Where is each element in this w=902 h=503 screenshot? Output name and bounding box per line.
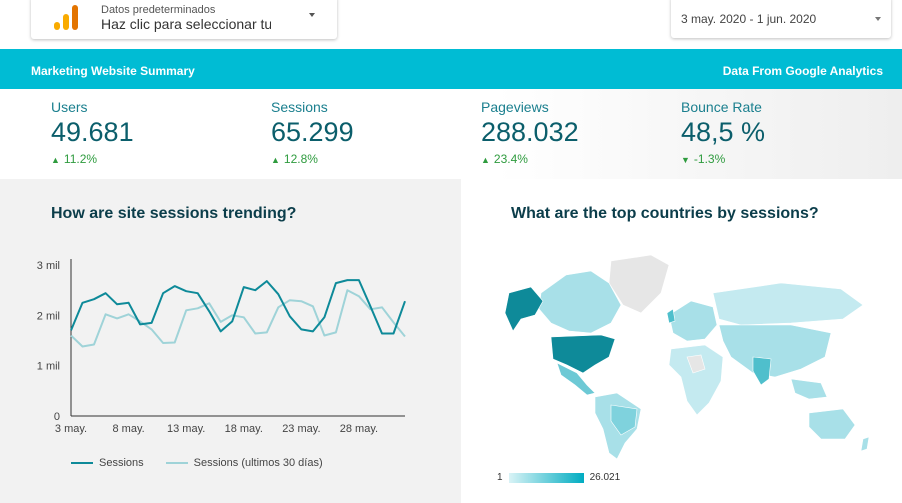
legend-swatch xyxy=(165,462,188,464)
world-map-svg[interactable] xyxy=(491,253,881,463)
x-tick-label: 3 may. xyxy=(55,423,87,435)
x-tick-label: 18 may. xyxy=(225,423,263,435)
kpi-delta: ▼ -1.3% xyxy=(681,152,725,166)
kpi-value: 288.032 xyxy=(481,117,579,147)
kpi-delta-value: 11.2% xyxy=(63,152,98,166)
chevron-down-icon[interactable] xyxy=(875,17,881,21)
analytics-logo-icon xyxy=(54,5,78,30)
trend-panel-title: How are site sessions trending? xyxy=(51,205,297,222)
sessions-trend-panel: How are site sessions trending? 0 1 mil 2 … xyxy=(0,179,461,503)
country-asia[interactable] xyxy=(718,324,832,378)
legend-label: Sessions (ultimos 30 días) xyxy=(193,457,323,469)
x-tick-label: 13 may. xyxy=(167,423,205,435)
kpi-delta: ▲ 23.4% xyxy=(481,152,528,166)
report-header-bar: Marketing Website Summary Data From Goog… xyxy=(0,49,902,89)
country-india[interactable] xyxy=(752,356,772,386)
x-tick-label: 23 may. xyxy=(282,423,320,435)
country-mexico[interactable] xyxy=(556,362,596,396)
kpi-value: 49.681 xyxy=(51,117,134,147)
kpi-label: Sessions xyxy=(271,99,328,115)
arrow-down-icon: ▼ xyxy=(681,155,690,165)
sessions-line-chart[interactable]: 0 1 mil 2 mil 3 mil 3 may. 8 may. 13 may. 18 ma… xyxy=(0,179,461,449)
world-map[interactable] xyxy=(491,253,881,463)
x-tick-label: 8 may. xyxy=(112,423,144,435)
kpi-delta: ▲ 12.8% xyxy=(271,152,318,166)
arrow-up-icon: ▲ xyxy=(51,155,60,165)
kpi-value: 65.299 xyxy=(271,117,354,147)
kpi-delta: ▲ 11.2% xyxy=(51,152,97,166)
kpi-scorecards: Users 49.681 ▲ 11.2% Sessions 65.299 ▲ 12.… xyxy=(0,89,902,179)
kpi-label: Users xyxy=(51,99,88,115)
country-canada[interactable] xyxy=(538,270,622,334)
kpi-delta-value: 23.4% xyxy=(493,152,528,166)
arrow-up-icon: ▲ xyxy=(271,155,280,165)
scale-max: 26.021 xyxy=(589,472,621,483)
y-tick-label: 2 mil xyxy=(37,310,60,322)
kpi-value: 48,5 % xyxy=(681,117,766,147)
data-source-caption: Datos predeterminados xyxy=(101,4,216,16)
series-line-sessions[interactable] xyxy=(70,279,406,335)
data-source-selector[interactable]: Datos predeterminados Haz clic para sele… xyxy=(31,0,337,39)
legend-item-sessions[interactable]: Sessions xyxy=(71,457,144,469)
kpi-delta-value: -1.3% xyxy=(693,152,726,166)
date-range-selector[interactable]: 3 may. 2020 - 1 jun. 2020 xyxy=(671,0,891,38)
arrow-up-icon: ▲ xyxy=(481,155,490,165)
legend-swatch xyxy=(71,462,93,464)
country-usa[interactable] xyxy=(550,334,616,374)
date-range-value: 3 may. 2020 - 1 jun. 2020 xyxy=(681,12,817,26)
country-africa-nodata[interactable] xyxy=(686,354,706,374)
country-russia[interactable] xyxy=(712,282,864,326)
country-alaska[interactable] xyxy=(504,286,544,332)
kpi-delta-value: 12.8% xyxy=(283,152,318,166)
country-africa[interactable] xyxy=(668,344,724,416)
y-tick-label: 0 xyxy=(54,411,60,423)
report-data-source: Data From Google Analytics xyxy=(722,64,883,78)
x-tick-label: 28 may. xyxy=(340,423,378,435)
top-bar: Datos predeterminados Haz clic para sele… xyxy=(0,0,902,48)
country-australia[interactable] xyxy=(808,408,856,440)
map-color-scale: 1 26.021 xyxy=(497,472,620,483)
country-brazil[interactable] xyxy=(610,404,638,436)
series-line-sessions-previous[interactable] xyxy=(70,289,406,348)
y-tick-label: 3 mil xyxy=(37,260,60,272)
report-title: Marketing Website Summary xyxy=(31,64,195,78)
chevron-down-icon[interactable] xyxy=(309,13,315,17)
top-countries-panel: What are the top countries by sessions? xyxy=(461,179,902,503)
legend-item-sessions-previous[interactable]: Sessions (ultimos 30 días) xyxy=(165,457,323,469)
scale-gradient xyxy=(508,472,584,483)
country-europe[interactable] xyxy=(668,300,718,342)
country-southeast-asia[interactable] xyxy=(790,378,828,400)
kpi-label: Pageviews xyxy=(481,99,549,115)
country-uk[interactable] xyxy=(666,308,676,324)
chart-legend: Sessions Sessions (ultimos 30 días) xyxy=(71,457,345,469)
scale-min: 1 xyxy=(497,472,503,483)
country-new-zealand[interactable] xyxy=(860,436,870,452)
y-tick-label: 1 mil xyxy=(37,361,60,373)
map-panel-title: What are the top countries by sessions? xyxy=(511,205,819,222)
data-source-value: Haz clic para seleccionar tu xyxy=(101,16,271,32)
legend-label: Sessions xyxy=(99,457,144,469)
kpi-label: Bounce Rate xyxy=(681,99,762,115)
